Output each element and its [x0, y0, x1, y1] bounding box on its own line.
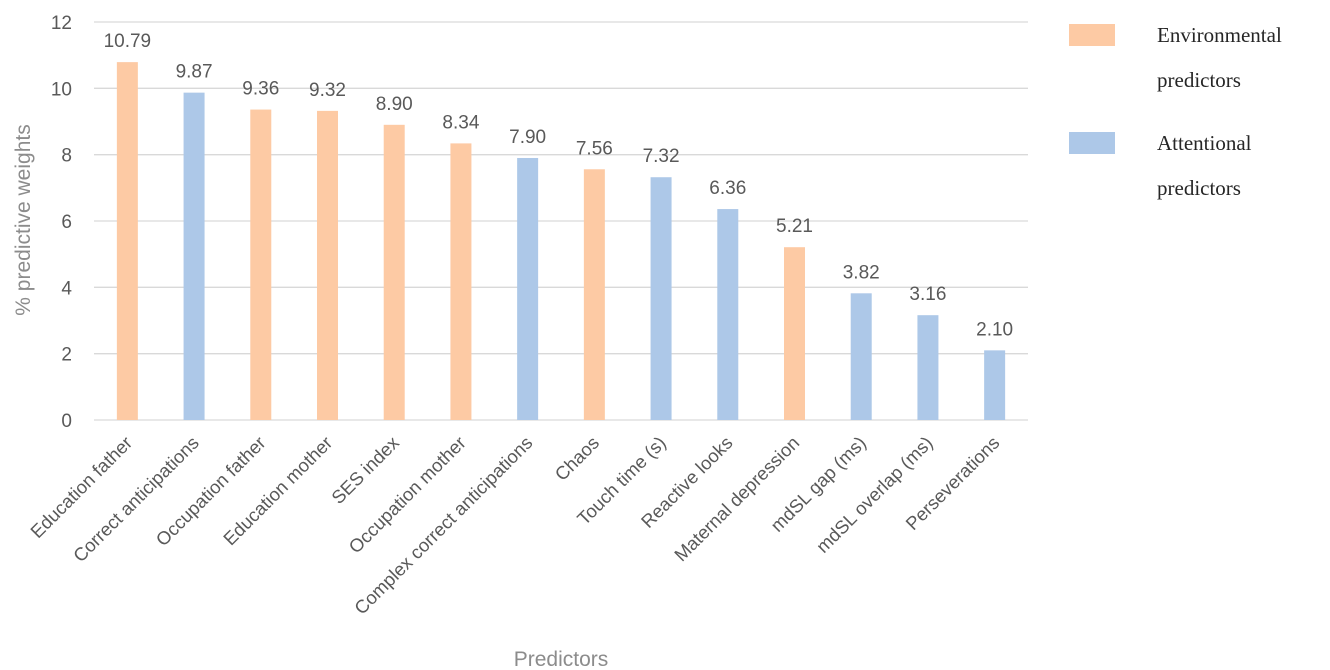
bar [784, 247, 805, 420]
data-label: 7.90 [509, 127, 546, 148]
y-axis-ticks: 0 2 4 6 8 10 12 [51, 13, 73, 432]
y-tick-label: 12 [51, 13, 72, 34]
y-tick-label: 2 [61, 345, 72, 366]
data-label: 6.36 [709, 178, 746, 199]
data-label: 8.34 [442, 112, 479, 133]
x-category-label: Chaos [551, 432, 604, 485]
y-tick-label: 0 [61, 411, 72, 432]
y-tick-label: 10 [51, 79, 72, 100]
legend-item-environmental: Environmental predictors [1069, 23, 1282, 92]
data-label: 3.82 [843, 262, 880, 283]
bar [583, 169, 605, 420]
legend-swatch [1069, 132, 1115, 154]
bar [517, 157, 539, 420]
bar [917, 315, 939, 420]
bar [116, 62, 138, 421]
bar [650, 177, 672, 420]
bar [250, 109, 272, 420]
y-axis-title: % predictive weights [12, 124, 35, 315]
legend-label: Attentional [1157, 131, 1252, 155]
bar [984, 350, 1006, 420]
data-label: 7.32 [643, 146, 680, 167]
bars [116, 62, 1006, 421]
legend-item-attentional: Attentional predictors [1069, 131, 1252, 200]
bar [183, 92, 205, 421]
legend-label: Environmental [1157, 23, 1282, 47]
bar [450, 143, 472, 420]
bar [850, 293, 872, 420]
data-label: 7.56 [576, 138, 613, 159]
y-tick-label: 8 [61, 146, 72, 167]
data-label: 8.90 [376, 94, 413, 115]
x-axis-title: Predictors [514, 648, 609, 670]
gridlines [94, 21, 1028, 421]
x-category-label: mdSL overlap (ms) [812, 432, 937, 557]
data-label: 9.32 [309, 80, 346, 101]
data-label: 3.16 [909, 284, 946, 305]
bar [317, 110, 338, 421]
legend-label: predictors [1157, 68, 1241, 92]
legend: Environmental predictors Attentional predic… [1069, 23, 1282, 200]
y-tick-label: 6 [61, 212, 72, 233]
x-category-label: Maternal depression [670, 432, 803, 565]
x-category-label: Occupation mother [344, 432, 469, 557]
legend-label: predictors [1157, 176, 1241, 200]
data-label: 10.79 [104, 31, 152, 52]
data-labels: 10.79 9.87 9.36 9.32 8.90 8.34 7.90 7.56 7.32 6.3… [104, 31, 1014, 340]
data-label: 5.21 [776, 216, 813, 237]
x-category-label: Correct anticipations [69, 432, 203, 566]
y-tick-label: 4 [61, 278, 72, 299]
data-label: 9.36 [242, 79, 279, 100]
legend-swatch [1069, 24, 1115, 46]
bar [717, 209, 739, 420]
data-label: 2.10 [976, 319, 1013, 340]
data-label: 9.87 [176, 62, 213, 83]
bar [383, 124, 405, 421]
